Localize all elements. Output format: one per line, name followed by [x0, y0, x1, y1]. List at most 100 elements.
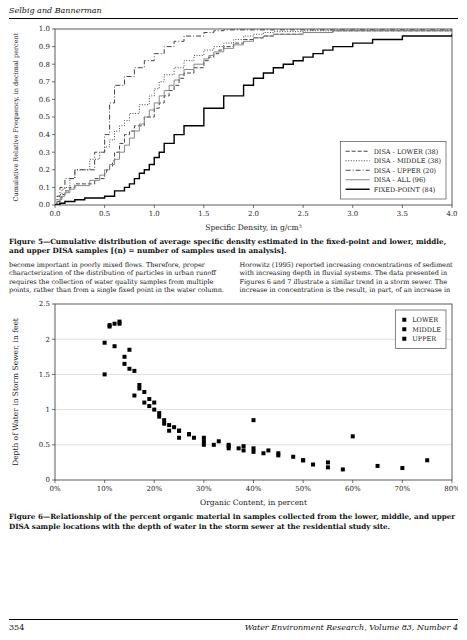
- x-tick: [154, 205, 155, 208]
- point: [202, 443, 206, 447]
- x-tick: [203, 480, 204, 483]
- y-tick: [52, 304, 55, 305]
- x-tick: [402, 205, 403, 208]
- grid-line: [55, 374, 452, 375]
- point: [376, 464, 380, 468]
- point: [311, 463, 315, 467]
- y-tick-label: 0.6: [39, 96, 51, 104]
- grid-line: [55, 410, 452, 411]
- text-columns: become important in poorly mixed flows. …: [9, 261, 458, 295]
- point: [127, 348, 131, 352]
- point: [157, 412, 161, 416]
- y-tick-label: 2: [46, 336, 50, 344]
- data-group: [103, 320, 430, 472]
- point: [103, 341, 107, 345]
- point: [212, 443, 216, 447]
- y-tick-label: 0.3: [39, 149, 50, 157]
- x-tick: [203, 205, 204, 208]
- y-tick: [52, 29, 55, 30]
- point: [242, 445, 246, 449]
- point: [341, 468, 345, 472]
- legend-swatch: [346, 160, 370, 161]
- y-tick: [52, 480, 55, 481]
- legend-label: DISA - ALL (96): [374, 176, 426, 184]
- point: [242, 449, 246, 453]
- legend-swatch: [346, 151, 370, 152]
- x-tick-label: 10%: [97, 485, 113, 493]
- legend-swatch: [346, 170, 370, 171]
- point: [187, 433, 191, 437]
- legend-label: UPPER: [412, 336, 437, 344]
- point: [162, 419, 166, 423]
- data-group: [55, 30, 452, 205]
- x-tick-label: 0.5: [99, 210, 110, 218]
- x-tick: [402, 480, 403, 483]
- legend-box: [395, 310, 446, 349]
- point: [326, 466, 330, 470]
- point: [301, 459, 305, 463]
- series-line: [55, 31, 452, 205]
- point: [167, 429, 171, 433]
- y-tick: [52, 134, 55, 135]
- plot-frame: [55, 304, 452, 480]
- y-tick-label: 1.5: [39, 371, 50, 379]
- y-axis-label: Cumulative Relative Frequency, in decima…: [12, 32, 20, 201]
- series-line: [55, 30, 452, 205]
- y-tick-label: 0.4: [39, 131, 51, 139]
- page-number: 354: [9, 623, 24, 632]
- legend-swatch: [402, 318, 406, 322]
- x-tick-label: 30%: [196, 485, 212, 493]
- point: [142, 401, 146, 405]
- point: [142, 390, 146, 394]
- y-tick: [52, 169, 55, 170]
- legend-box: [341, 142, 446, 200]
- y-tick-label: 1.0: [39, 25, 50, 33]
- point: [252, 419, 256, 423]
- point: [177, 429, 181, 433]
- y-tick: [52, 445, 55, 446]
- y-tick: [52, 205, 55, 206]
- series-line: [55, 31, 452, 205]
- y-tick: [52, 64, 55, 65]
- series-line: [55, 34, 452, 205]
- x-tick: [452, 205, 453, 208]
- page-header: Selbig and Bannerman: [9, 6, 458, 19]
- x-tick: [352, 480, 353, 483]
- grid-line: [55, 339, 452, 340]
- x-tick-label: 60%: [345, 485, 361, 493]
- y-tick-label: 0: [46, 477, 50, 485]
- x-tick: [253, 205, 254, 208]
- x-tick-label: 2.5: [298, 210, 309, 218]
- point: [152, 408, 156, 412]
- x-tick-label: 80%: [444, 485, 458, 493]
- y-tick-label: 0.2: [39, 166, 50, 174]
- point: [147, 398, 151, 402]
- point: [103, 373, 107, 377]
- x-tick: [303, 205, 304, 208]
- point: [122, 355, 126, 359]
- y-tick: [52, 374, 55, 375]
- x-tick-label: 4.0: [446, 210, 457, 218]
- point: [152, 401, 156, 405]
- x-axis-label: Specific Density, in g/cm³: [205, 223, 301, 232]
- x-tick: [253, 480, 254, 483]
- point: [261, 452, 265, 456]
- point: [127, 367, 131, 371]
- point: [187, 433, 191, 437]
- point: [252, 450, 256, 454]
- point: [351, 435, 355, 439]
- x-tick: [352, 205, 353, 208]
- y-tick-label: 2.5: [39, 301, 50, 309]
- point: [132, 394, 136, 398]
- body-text: Horowitz (1995) reported increasing conc…: [240, 261, 459, 295]
- x-tick-label: 2.0: [248, 210, 259, 218]
- point: [400, 467, 404, 471]
- x-tick-label: 1.0: [149, 210, 160, 218]
- y-tick: [52, 117, 55, 118]
- point: [227, 443, 231, 447]
- y-tick-label: 0.5: [39, 113, 50, 121]
- x-tick: [303, 480, 304, 483]
- x-tick-label: 40%: [246, 485, 262, 493]
- y-tick: [52, 46, 55, 47]
- y-tick-label: 1: [46, 406, 50, 414]
